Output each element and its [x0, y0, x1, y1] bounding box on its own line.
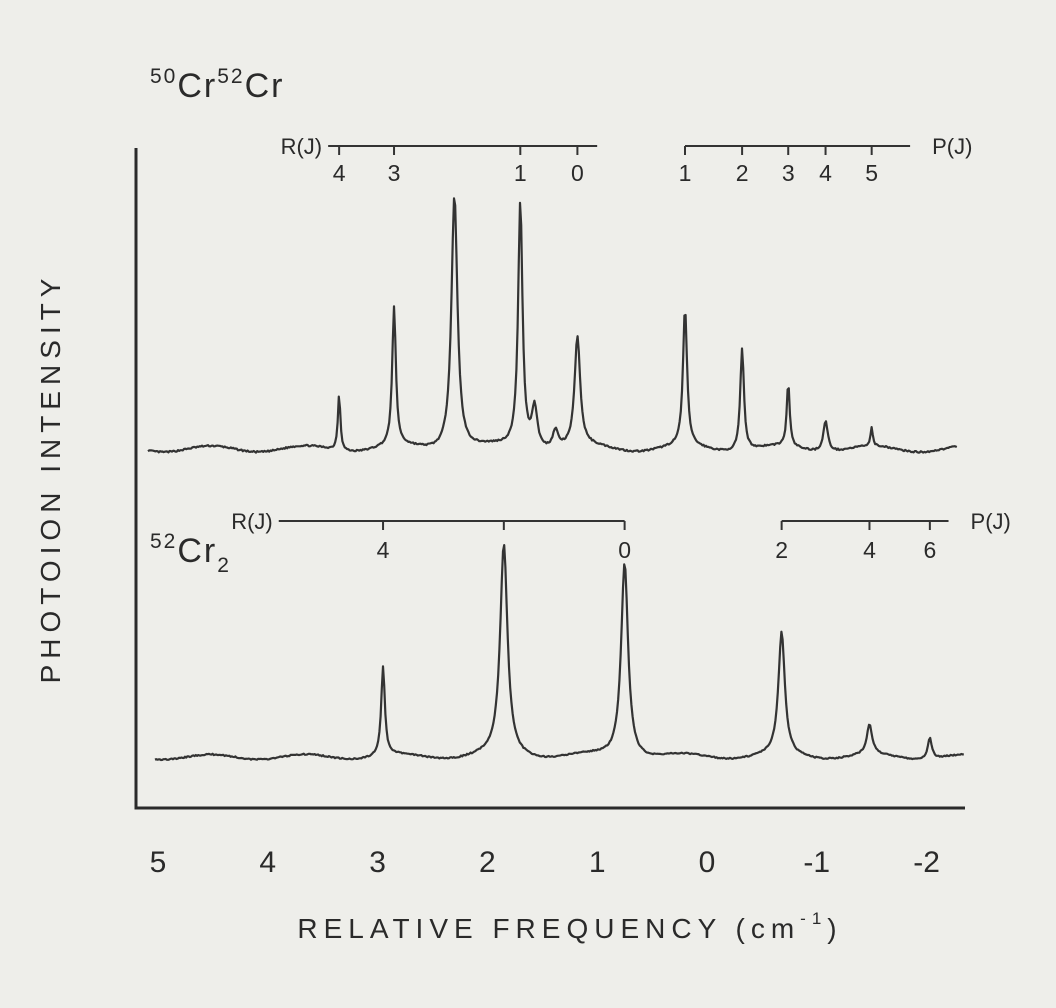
- branch-line-number: 3: [782, 160, 795, 186]
- branch-line-number: 4: [377, 537, 390, 563]
- spectrum-trace: [147, 197, 958, 454]
- branch-r: 4 0 R(J): [231, 509, 631, 563]
- branch-line-number: 1: [679, 160, 692, 186]
- x-axis-title: RELATIVE FREQUENCY (cm-1): [297, 909, 842, 944]
- axis-frame: [134, 148, 965, 810]
- branch-name: P(J): [932, 134, 972, 159]
- x-tick-label: -2: [913, 846, 940, 879]
- x-tick-label: 0: [699, 846, 716, 879]
- branch-line-number: 0: [618, 537, 631, 563]
- isotope-label: 52Cr2: [150, 530, 231, 577]
- x-ticks: 5 4 3 2 1 0 -1 -2: [150, 846, 940, 879]
- y-axis-title: PHOTOION INTENSITY: [35, 273, 66, 684]
- branch-name: P(J): [971, 509, 1011, 534]
- isotope-element-1: Cr: [177, 532, 217, 570]
- branch-line-number: 5: [865, 160, 878, 186]
- branch-line-number: 6: [923, 537, 936, 563]
- x-axis-title-exponent: -1: [800, 909, 827, 928]
- branch-name: R(J): [281, 134, 323, 159]
- branch-line-number: 4: [863, 537, 876, 563]
- branch-line-number: 1: [514, 160, 527, 186]
- branch-line-number: 3: [388, 160, 401, 186]
- isotope-mass-1: 50: [150, 65, 177, 88]
- branch-name: R(J): [231, 509, 273, 534]
- isotope-label: 50Cr52Cr: [150, 65, 285, 105]
- isotope-subscript: 2: [217, 554, 231, 577]
- branch-r: 4 3 1 0 R(J): [281, 134, 598, 186]
- branch-p: 1 2 3 4 5 P(J): [679, 134, 973, 186]
- x-tick-label: -1: [803, 846, 830, 879]
- x-axis-title-text: RELATIVE FREQUENCY (cm: [297, 913, 800, 944]
- branch-line-number: 4: [333, 160, 346, 186]
- isotope-element-2: Cr: [245, 67, 285, 105]
- x-tick-label: 2: [479, 846, 496, 879]
- x-tick-label: 5: [150, 846, 167, 879]
- spectrum-trace: [154, 544, 964, 762]
- branch-line-number: 2: [736, 160, 749, 186]
- isotope-element-1: Cr: [177, 67, 217, 105]
- x-axis-title-close: ): [827, 913, 842, 944]
- branch-line-number: 0: [571, 160, 584, 186]
- branch-line-number: 2: [775, 537, 788, 563]
- x-tick-label: 4: [259, 846, 276, 879]
- x-tick-label: 1: [589, 846, 606, 879]
- branch-line-number: 4: [819, 160, 832, 186]
- branch-p: 2 4 6 P(J): [775, 509, 1011, 563]
- isotope-mass-2: 52: [217, 65, 244, 88]
- axes: [134, 148, 965, 810]
- x-tick-label: 3: [369, 846, 386, 879]
- isotope-mass-1: 52: [150, 530, 177, 553]
